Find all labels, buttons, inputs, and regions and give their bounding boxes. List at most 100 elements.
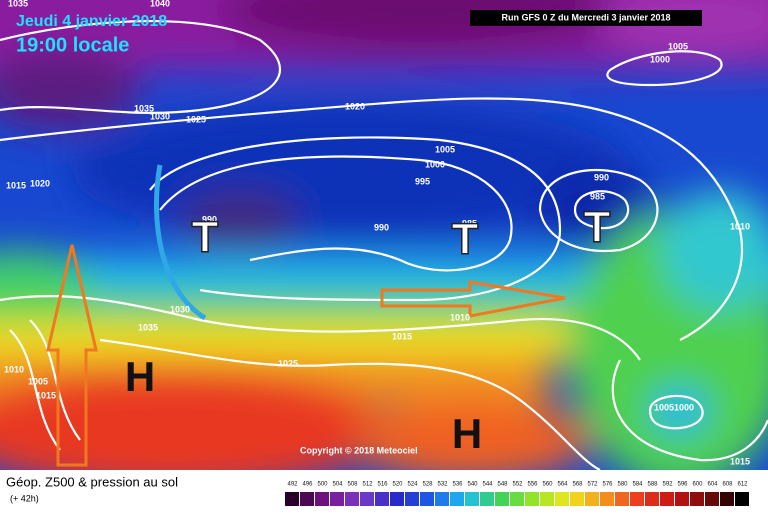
scale-label: 568 [572,482,583,488]
scale-label: 560 [542,482,553,488]
scale-swatch [630,492,644,506]
scale-swatch [540,492,554,506]
scale-swatch [720,492,734,506]
scale-swatch [600,492,614,506]
low-symbol: T [452,215,479,264]
isobar-label: 1015 [392,331,412,341]
scale-swatch [375,492,389,506]
low-symbol: T [192,213,219,262]
scale-swatch [450,492,464,506]
run-box [470,10,702,26]
copyright: Copyright © 2018 Meteociel [300,445,418,455]
high-symbol: H [452,410,482,457]
scale-swatch [465,492,479,506]
scale-label: 588 [647,482,658,488]
isobar-label: 985 [462,218,477,228]
arrows [46,164,566,467]
scale-swatch [690,492,704,506]
scale-swatch [315,492,329,506]
scale-label: 528 [422,482,433,488]
scale-label: 504 [332,482,343,488]
footer-lead: (+ 42h) [10,493,39,503]
scale-label: 516 [377,482,388,488]
scale-swatch [645,492,659,506]
isobar-label: 1015 [6,180,26,190]
scale-label: 512 [362,482,373,488]
scale-swatch [570,492,584,506]
scale-label: 608 [722,482,733,488]
isobar-label: 1020 [30,178,50,188]
scale-label: 580 [617,482,628,488]
scale-swatch [330,492,344,506]
scale-label: 612 [737,482,748,488]
isobar-label: 1005 [435,144,455,154]
isobar-label: 1030 [170,304,190,314]
isobar-label: 1005 [28,376,48,386]
isobar-label: 1015 [730,456,750,466]
scale-label: 564 [557,482,568,488]
scale-swatch [420,492,434,506]
time-label: 19:00 locale [16,34,129,56]
scale-swatch [345,492,359,506]
scale-swatch [390,492,404,506]
isobar-label: 1015 [36,390,56,400]
isobars [0,19,768,470]
scale-swatch [300,492,314,506]
scale-label: 492 [287,482,298,488]
isobar-label: 1010 [4,364,24,374]
isobar-label: 1035 [134,103,154,113]
isobar-label: 1025 [186,114,206,124]
run-label: Run GFS 0 Z du Mercredi 3 janvier 2018 [501,12,670,22]
scale-label: 592 [662,482,673,488]
isobar-label: 990 [374,222,389,232]
scale-label: 552 [512,482,523,488]
scale-swatch [675,492,689,506]
isobar-label: 985 [590,191,605,201]
isobar-label: 1000 [650,54,670,64]
footer-title: Géop. Z500 & pression au sol [6,474,178,489]
scale-swatch [405,492,419,506]
isobar-label: 1010 [450,312,470,322]
scale-swatch [615,492,629,506]
scale-swatch [705,492,719,506]
scale-label: 548 [497,482,508,488]
scale-swatch [525,492,539,506]
isobar-label: 990 [202,214,217,224]
scale-label: 596 [677,482,688,488]
field [0,0,768,470]
scale-label: 576 [602,482,613,488]
scale-swatch [435,492,449,506]
scale-label: 600 [692,482,703,488]
scale-swatch [285,492,299,506]
scale-swatch [660,492,674,506]
isobar-label: 990 [594,172,609,182]
scale-label: 544 [482,482,493,488]
high-symbol: H [125,353,155,400]
scale-swatch [585,492,599,506]
date-label: Jeudi 4 janvier 2018 [16,13,167,30]
scale-label: 500 [317,482,328,488]
isobar-label: 1005 [668,41,688,51]
scale-label: 540 [467,482,478,488]
scale-swatch [480,492,494,506]
scale-label: 496 [302,482,313,488]
scale-label: 556 [527,482,538,488]
isobar-label: 1005 [654,402,674,412]
isobar-label: 995 [415,176,430,186]
isobar-label: 1020 [345,101,365,111]
scale-swatch [555,492,569,506]
scale-label: 604 [707,482,718,488]
scale-swatch [495,492,509,506]
scale-label: 520 [392,482,403,488]
low-symbol: T [584,203,611,252]
isobar-label: 1030 [150,111,170,121]
scale-label: 584 [632,482,643,488]
scale-label: 572 [587,482,598,488]
scale-swatch [360,492,374,506]
scale-swatch [735,492,749,506]
scale-label: 532 [437,482,448,488]
isobar-label: 1000 [674,402,694,412]
isobar-label: 1025 [278,358,298,368]
